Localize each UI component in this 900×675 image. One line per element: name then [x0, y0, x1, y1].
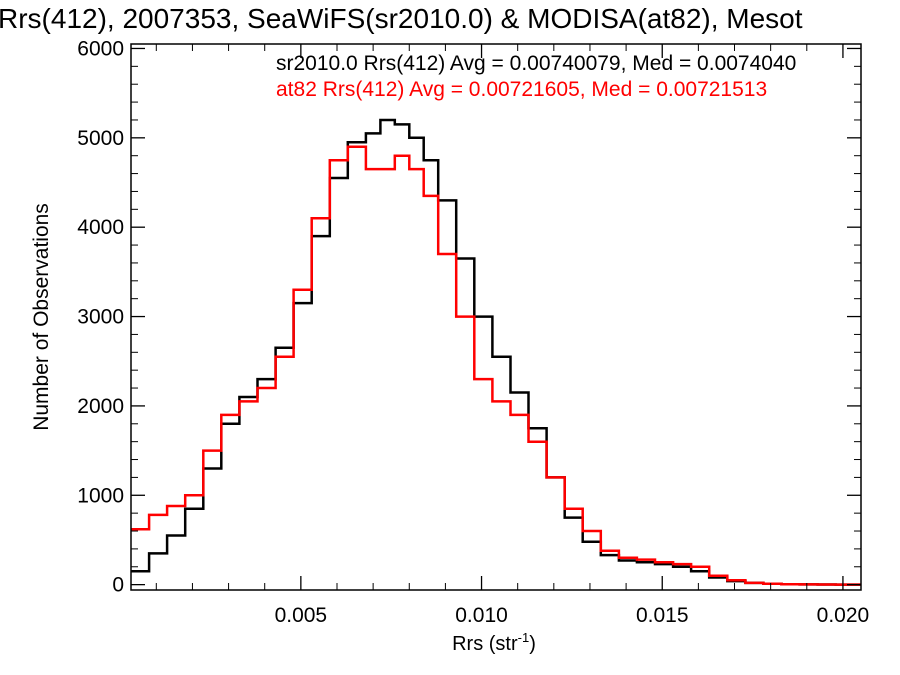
x-tick-label: 0.010	[455, 604, 508, 627]
y-axis-label: Number of Observations	[30, 203, 53, 431]
y-tick-label: 0	[112, 574, 124, 597]
legend: sr2010.0 Rrs(412) Avg = 0.00740079, Med …	[276, 52, 796, 101]
y-tick-label: 2000	[77, 395, 124, 418]
x-tick-label: 0.005	[275, 604, 328, 627]
y-tick-label: 4000	[77, 216, 124, 239]
y-tick-label: 6000	[77, 37, 124, 60]
x-axis-label: Rrs (str-1)	[452, 630, 536, 655]
chart-title: Rrs(412), 2007353, SeaWiFS(sr2010.0) & M…	[0, 3, 803, 34]
legend-entry-at82: at82 Rrs(412) Avg = 0.00721605, Med = 0.…	[276, 78, 767, 101]
series-line-sr2010	[131, 118, 861, 586]
y-tick-label: 1000	[77, 484, 124, 507]
plot-frame	[130, 43, 862, 591]
y-tick-label: 5000	[77, 127, 124, 150]
x-tick-label: 0.015	[636, 604, 689, 627]
x-axis-label-main: Rrs (str	[452, 633, 518, 655]
ticks-layer	[131, 44, 861, 590]
x-tick-label: 0.020	[817, 604, 870, 627]
series-layer	[131, 118, 861, 586]
legend-entry-sr2010: sr2010.0 Rrs(412) Avg = 0.00740079, Med …	[276, 52, 796, 75]
x-axis-label-end: )	[529, 633, 536, 655]
x-axis-label-sup: -1	[518, 630, 530, 645]
y-tick-labels: 0 1000 2000 3000 4000 5000 6000	[77, 37, 124, 596]
y-tick-label: 3000	[77, 306, 124, 329]
x-tick-labels: 0.005 0.010 0.015 0.020	[275, 604, 870, 627]
series-line-at82	[131, 145, 861, 586]
